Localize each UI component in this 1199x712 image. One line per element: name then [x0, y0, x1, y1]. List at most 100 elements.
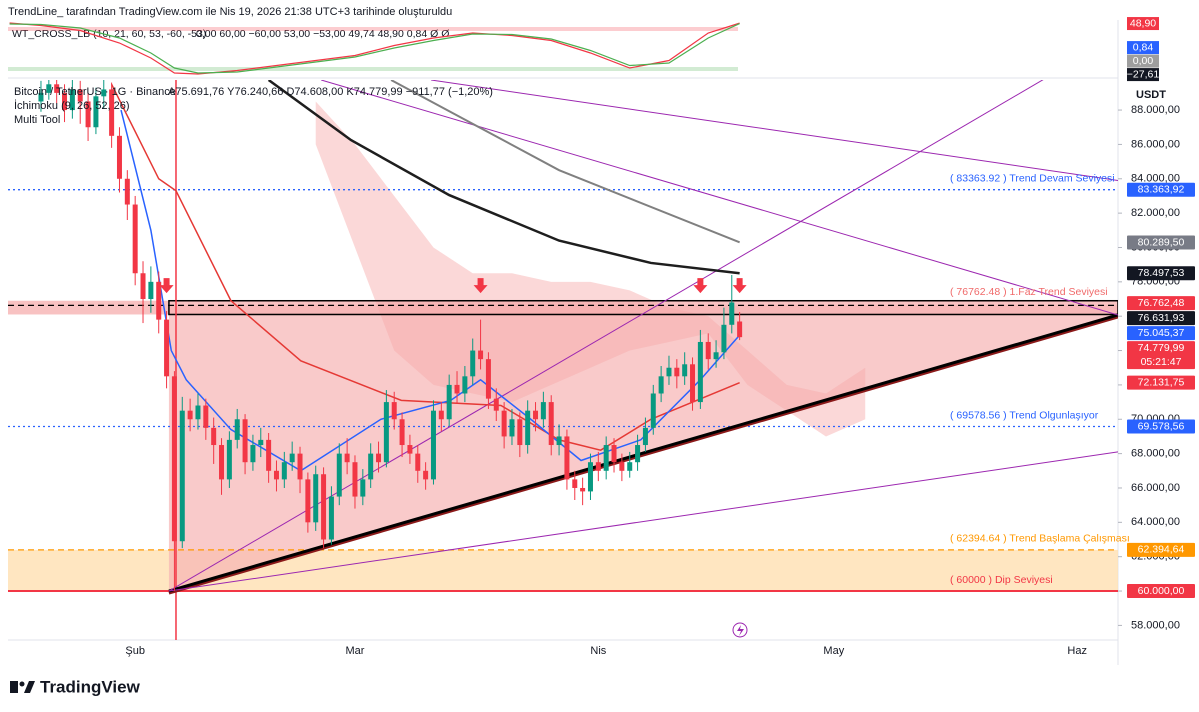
y-tick-label: 66.000,00	[1131, 482, 1180, 494]
average-line	[267, 80, 740, 275]
trendline	[431, 80, 1118, 181]
candle-body	[297, 453, 303, 480]
indicator-tag	[1127, 68, 1159, 82]
average-line	[390, 80, 740, 244]
y-tick-label: 84.000,00	[1131, 173, 1180, 185]
candle-body	[540, 402, 546, 420]
price-tag-label: 83.363,92	[1138, 183, 1185, 195]
candle-body	[666, 367, 672, 377]
y-tick-label: 68.000,00	[1131, 448, 1180, 460]
indicator-line	[9, 22, 740, 75]
candle-body	[548, 402, 554, 446]
trendline	[321, 80, 1118, 316]
candle-body	[446, 384, 452, 420]
candle-body	[438, 410, 444, 420]
y-tick-label: 64.000,00	[1131, 516, 1180, 528]
candle-body	[179, 410, 185, 542]
candle-body	[242, 419, 248, 463]
credit: TrendLine_ tarafından TradingView.com il…	[8, 6, 452, 18]
candle-body	[533, 410, 539, 420]
candle-body	[171, 376, 177, 542]
indicator-line	[9, 23, 740, 74]
indicator-tag-label: 0,84	[1133, 41, 1154, 53]
candle-body	[250, 445, 256, 463]
candle-body	[430, 410, 436, 480]
price-tag	[1127, 182, 1195, 197]
candle-body	[148, 281, 154, 300]
event-icon[interactable]	[732, 622, 748, 638]
candle-body	[729, 302, 735, 325]
candle-body	[77, 89, 83, 102]
candle-body	[697, 341, 703, 403]
level-label: ( 76762.48 ) 1.Faz Trend Seviyesi	[950, 286, 1108, 298]
candle-body	[211, 427, 217, 446]
x-tick-label: Nis	[590, 645, 606, 657]
candle-body	[572, 479, 578, 488]
y-tick-label: 82.000,00	[1131, 207, 1180, 219]
y-tick-label: 58.000,00	[1131, 619, 1180, 631]
indicator-tag	[1127, 54, 1159, 68]
candle-body	[321, 474, 327, 540]
candle-body	[305, 479, 311, 523]
arrow-marker	[159, 278, 174, 294]
price-tag	[1127, 296, 1195, 311]
candle-body	[344, 453, 350, 463]
indicator-name: Multi Tool	[14, 114, 60, 126]
candle-body	[124, 178, 130, 205]
candle-body	[658, 376, 664, 394]
candle-body	[423, 470, 429, 480]
price-tag	[1127, 311, 1195, 326]
indicator-tag	[1127, 17, 1159, 31]
indicator-tag	[1127, 41, 1159, 55]
candle-body	[368, 453, 374, 480]
candle-body	[462, 376, 468, 394]
indicator-title: WT_CROSS_LB (10, 21, 60, 53, -60, -53)	[12, 28, 206, 40]
indicator-pane: 48,90 0,84 0,00−27,61	[8, 17, 1159, 82]
candle-body	[132, 204, 138, 274]
logo-mark	[24, 681, 35, 693]
level-label: ( 69578.56 ) Trend Olgunlaşıyor	[950, 409, 1099, 421]
logo-mark	[19, 681, 25, 687]
candle-body	[109, 89, 115, 136]
candle-body	[328, 496, 334, 540]
y-tick-label: 86.000,00	[1131, 138, 1180, 150]
candle-body	[690, 364, 696, 403]
candle-body	[415, 453, 421, 471]
candle-body	[54, 84, 60, 93]
candle-body	[391, 402, 397, 420]
candle-body	[525, 410, 531, 446]
arrow-marker	[473, 278, 488, 294]
price-tag	[1127, 326, 1195, 341]
candle-body	[493, 398, 499, 411]
level-label: ( 83363.92 ) Trend Devam Seviyesi	[950, 172, 1115, 184]
candle-body	[705, 341, 711, 360]
level-label: ( 62394.64 ) Trend Başlama Çalışması	[950, 533, 1130, 545]
candle-body	[564, 436, 570, 480]
candle-body	[281, 462, 287, 480]
candle-body	[203, 405, 209, 428]
candle-body	[556, 436, 562, 446]
price-tag	[1127, 584, 1195, 599]
candle-body	[595, 462, 601, 471]
price-tag-label: 80.289,50	[1138, 236, 1185, 248]
candle-body	[383, 402, 389, 463]
plot	[8, 80, 1118, 640]
fill-region	[168, 305, 1118, 592]
candle-body	[627, 462, 633, 471]
candle-body	[376, 453, 382, 463]
candle-body	[509, 419, 515, 437]
candle-body	[195, 405, 201, 420]
average-line	[120, 109, 741, 472]
candle-body	[85, 101, 91, 128]
candle-body	[140, 273, 146, 300]
trendline-shadow	[168, 315, 1118, 595]
candle-body	[721, 324, 727, 353]
trendline	[168, 313, 1118, 593]
price-tag-label: 69.578,56	[1138, 420, 1185, 432]
arrow-marker	[732, 278, 747, 294]
price-tag	[1127, 419, 1195, 434]
logo-mark	[10, 681, 18, 693]
candle-body	[478, 350, 484, 360]
candle-body	[642, 427, 648, 446]
